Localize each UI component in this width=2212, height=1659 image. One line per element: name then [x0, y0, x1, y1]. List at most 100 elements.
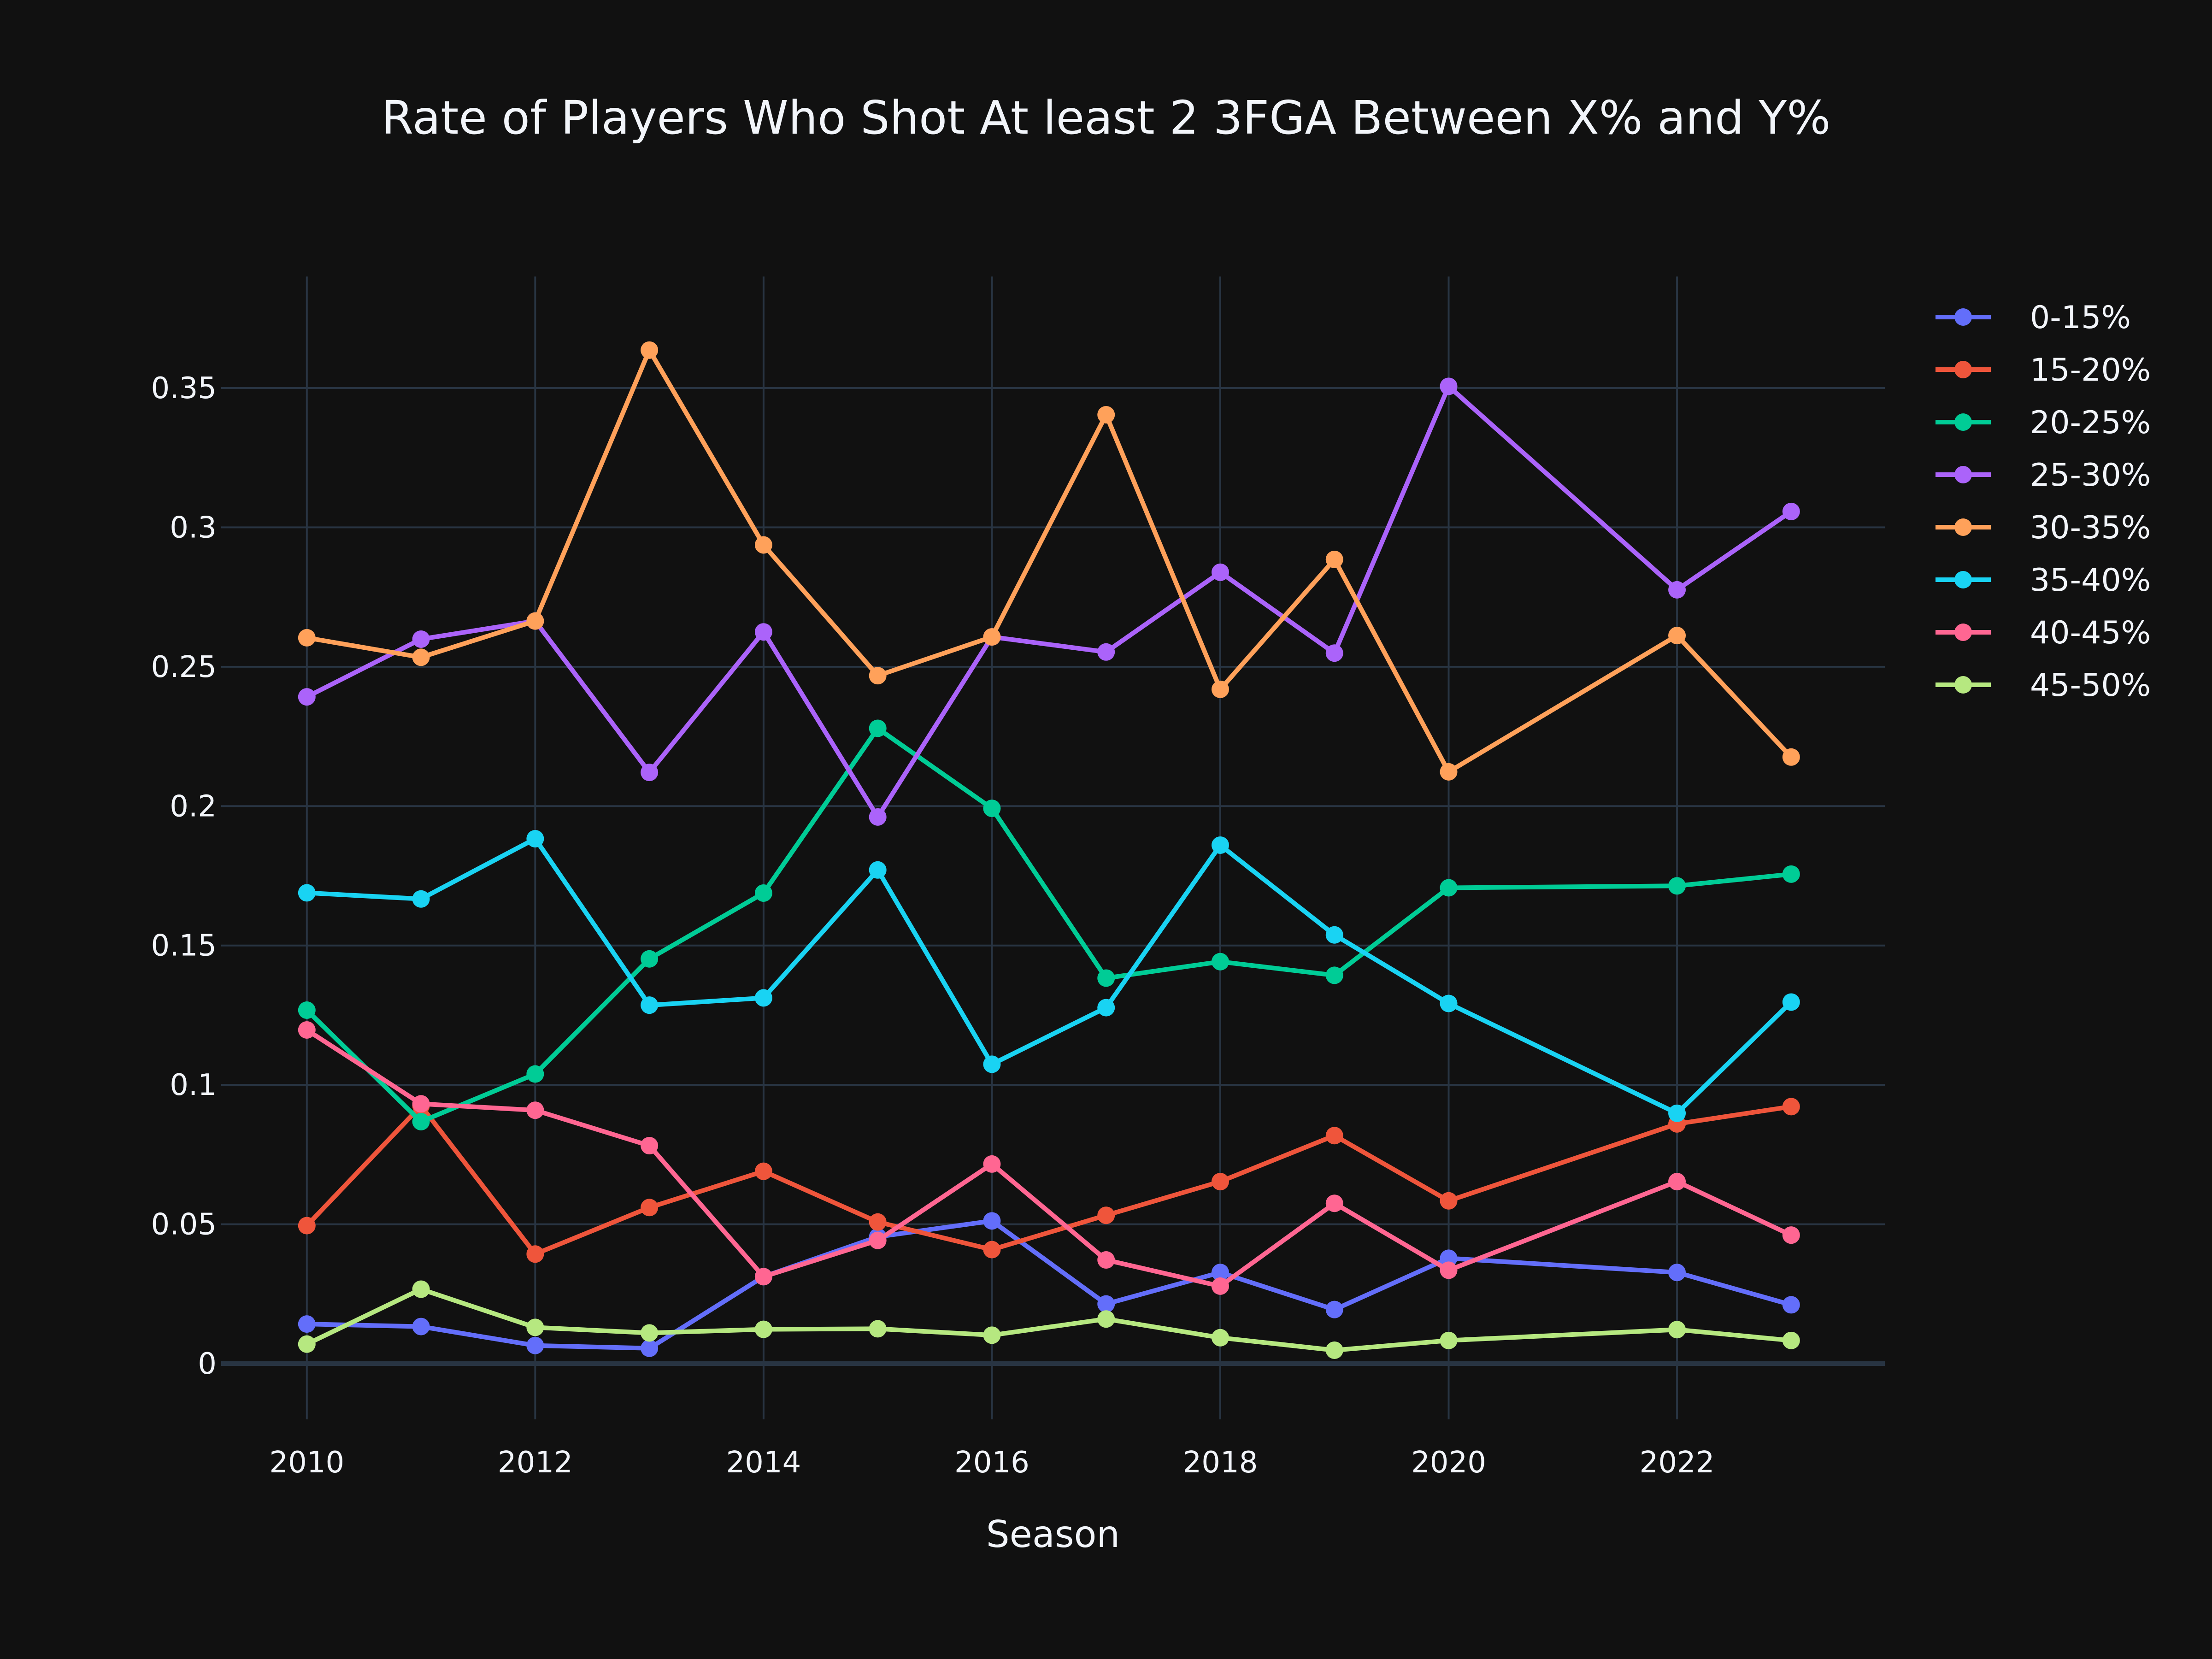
legend-item: 30-35% — [1936, 510, 2151, 546]
data-point — [1097, 643, 1115, 661]
data-point — [1782, 502, 1800, 520]
data-point — [983, 1055, 1001, 1073]
data-point — [754, 989, 772, 1007]
data-point — [1211, 1264, 1229, 1282]
data-point — [1668, 581, 1686, 599]
data-point — [526, 1336, 544, 1354]
legend-label: 0-15% — [2030, 300, 2131, 336]
data-point — [526, 830, 544, 848]
x-tick-label: 2018 — [1183, 1446, 1258, 1480]
data-point — [412, 1318, 430, 1335]
data-point — [526, 1245, 544, 1263]
data-point — [641, 1339, 659, 1357]
data-point — [754, 884, 772, 902]
data-point — [869, 861, 887, 879]
legend-item: 0-15% — [1936, 300, 2131, 336]
data-point — [1668, 1264, 1686, 1282]
x-tick-label: 2014 — [726, 1446, 801, 1480]
series-15-20% — [298, 1097, 1800, 1263]
data-point — [1782, 865, 1800, 883]
chart-title: Rate of Players Who Shot At least 2 3FGA… — [382, 91, 1831, 145]
data-point — [1211, 1329, 1229, 1347]
data-point — [1211, 1173, 1229, 1191]
data-point — [412, 648, 430, 666]
data-point — [298, 1021, 316, 1039]
legend-item: 35-40% — [1936, 562, 2151, 599]
data-point — [754, 1268, 772, 1286]
data-point — [754, 1320, 772, 1338]
data-point — [1097, 969, 1115, 987]
series-layer — [298, 341, 1800, 1359]
data-point — [1440, 994, 1458, 1012]
series-35-40% — [298, 830, 1800, 1122]
data-point — [1782, 1296, 1800, 1314]
data-point — [983, 1155, 1001, 1173]
y-tick-label: 0.25 — [151, 650, 217, 684]
legend-item: 20-25% — [1936, 405, 2151, 441]
data-point — [1440, 1261, 1458, 1279]
legend-label: 30-35% — [2030, 510, 2151, 546]
y-tick-label: 0.1 — [170, 1068, 217, 1102]
data-point — [1440, 1331, 1458, 1349]
data-point — [1782, 1098, 1800, 1116]
data-point — [412, 1112, 430, 1130]
data-point — [298, 1335, 316, 1353]
y-tick-label: 0.3 — [170, 511, 217, 545]
data-point — [298, 629, 316, 647]
data-point — [983, 1326, 1001, 1344]
data-point — [1440, 1249, 1458, 1267]
legend-swatch-marker — [1954, 413, 1972, 431]
legend-item: 40-45% — [1936, 615, 2151, 651]
legend-swatch-marker — [1954, 571, 1972, 588]
x-tick-label: 2022 — [1640, 1446, 1715, 1480]
data-point — [1097, 1310, 1115, 1328]
legend-swatch-marker — [1954, 676, 1972, 694]
data-point — [1211, 1277, 1229, 1295]
data-point — [869, 808, 887, 826]
series-45-50% — [298, 1280, 1800, 1359]
x-tick-label: 2010 — [269, 1446, 344, 1480]
legend-swatch-marker — [1954, 466, 1972, 483]
data-point — [1325, 1341, 1343, 1359]
data-point — [869, 667, 887, 685]
data-point — [641, 1324, 659, 1342]
data-point — [298, 1001, 316, 1019]
legend: 0-15% 15-20% 20-25% 25-30% 30-35% 35-40% 40-45… — [1936, 300, 2151, 704]
legend-item: 25-30% — [1936, 457, 2151, 494]
x-tick-label: 2012 — [498, 1446, 573, 1480]
data-point — [526, 1318, 544, 1336]
data-point — [1668, 1321, 1686, 1339]
data-point — [869, 719, 887, 737]
data-point — [412, 1095, 430, 1113]
data-point — [641, 950, 659, 968]
legend-label: 40-45% — [2030, 615, 2151, 651]
data-point — [1668, 877, 1686, 895]
data-point — [983, 800, 1001, 818]
data-point — [869, 1213, 887, 1231]
data-point — [1440, 1192, 1458, 1210]
data-point — [1097, 999, 1115, 1017]
data-point — [1325, 1194, 1343, 1212]
data-point — [1211, 953, 1229, 971]
data-point — [412, 630, 430, 648]
legend-label: 35-40% — [2030, 562, 2151, 599]
data-point — [1668, 1173, 1686, 1191]
series-40-45% — [298, 1021, 1800, 1295]
data-point — [983, 1212, 1001, 1230]
data-point — [1325, 1127, 1343, 1145]
data-point — [1211, 836, 1229, 854]
data-point — [1782, 993, 1800, 1011]
legend-label: 25-30% — [2030, 457, 2151, 494]
data-point — [754, 1162, 772, 1180]
data-point — [869, 1231, 887, 1249]
data-point — [641, 1137, 659, 1155]
data-point — [1668, 627, 1686, 645]
data-point — [983, 628, 1001, 646]
data-point — [1440, 763, 1458, 781]
legend-swatch-marker — [1954, 624, 1972, 641]
legend-label: 20-25% — [2030, 405, 2151, 441]
data-point — [526, 1101, 544, 1119]
data-point — [1211, 563, 1229, 581]
